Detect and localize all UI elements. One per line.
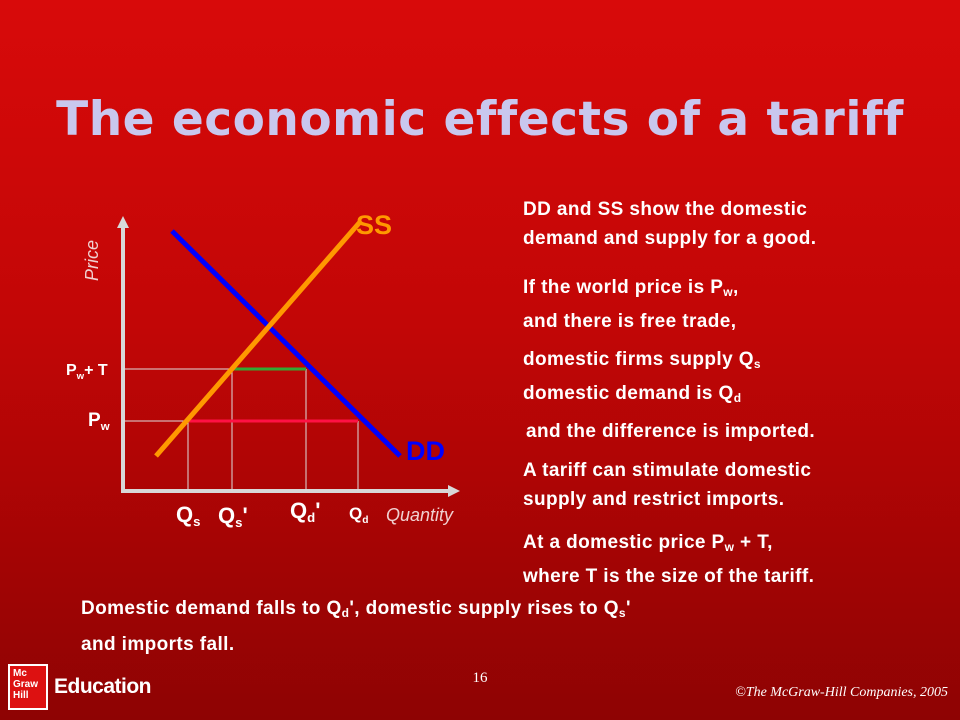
paragraph-imports-fall: and imports fall. [81, 634, 235, 655]
y-axis-title: Price [82, 239, 103, 282]
supply-curve-label: SS [356, 210, 393, 240]
paragraph-dd-ss: DD and SS show the domestic demand and su… [523, 199, 817, 249]
mcgraw-hill-logo-box: Mc Graw Hill [8, 664, 48, 710]
copyright-notice: ©The McGraw-Hill Companies, 2005 [735, 685, 948, 700]
world-price-label: Pw [88, 410, 110, 433]
qs-label: Qs [176, 502, 201, 529]
supply-curve [154, 220, 362, 458]
qd-label: Qd [349, 504, 369, 526]
tariff-price-label: Pw+ T [66, 362, 108, 382]
slide-title: The economic effects of a tariff [56, 92, 904, 147]
x-axis-arrow [448, 485, 460, 497]
paragraph-demand-falls: Domestic demand falls to Qd', domestic s… [81, 598, 631, 620]
qs-prime-label: Qs' [218, 503, 248, 530]
paragraph-tariff-price: At a domestic price Pw + T, where T is t… [523, 532, 815, 587]
y-axis-arrow [117, 216, 129, 228]
logo-education-text: Education [54, 675, 152, 698]
paragraph-tariff-stimulate: A tariff can stimulate domestic supply an… [523, 460, 812, 510]
x-axis-title: Quantity [386, 505, 454, 525]
page-number: 16 [472, 670, 488, 686]
paragraph-domestic: domestic firms supply Qs domestic demand… [523, 349, 761, 405]
paragraph-world-price: If the world price is Pw, and there is f… [523, 277, 739, 332]
publisher-logo: Mc Graw Hill Education [8, 664, 152, 710]
qd-prime-label: Qd' [290, 498, 321, 525]
demand-curve-label: DD [406, 436, 445, 466]
paragraph-imported: and the difference is imported. [526, 421, 816, 442]
demand-curve [170, 229, 402, 458]
